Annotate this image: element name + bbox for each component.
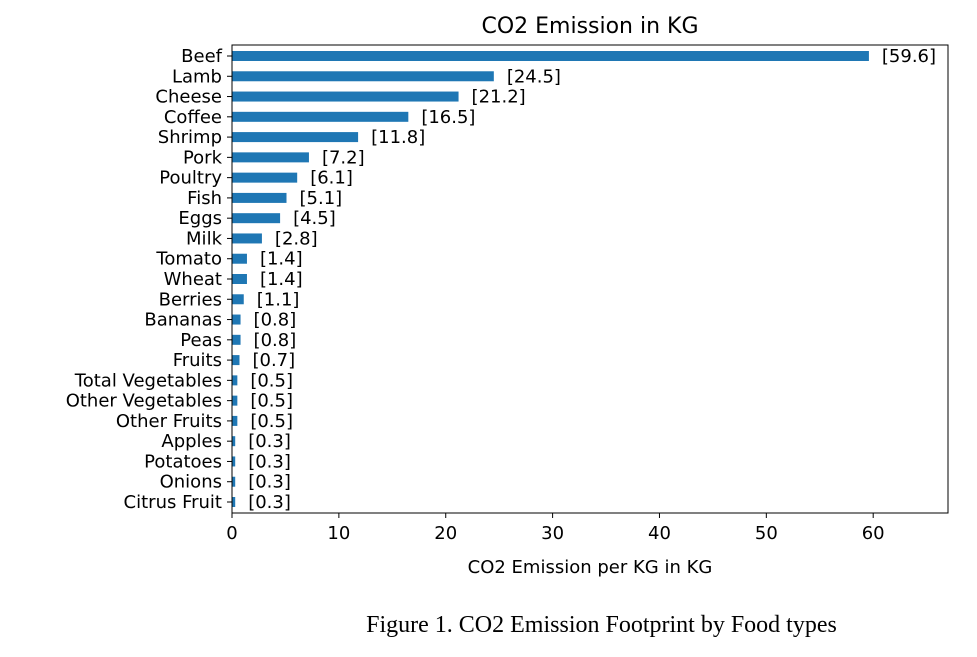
bar-tomato <box>232 253 247 264</box>
category-label-apples: Apples <box>161 431 222 452</box>
x-tick-label: 60 <box>862 523 885 544</box>
category-label-wheat: Wheat <box>164 269 222 290</box>
bar-fish <box>232 192 287 203</box>
bar-milk <box>232 233 262 244</box>
chart-title: CO2 Emission in KG <box>481 14 698 39</box>
category-label-tomato: Tomato <box>155 249 222 270</box>
bar-other-fruits <box>232 415 238 426</box>
category-label-cheese: Cheese <box>155 87 222 108</box>
bar-potatoes <box>232 456 236 467</box>
category-label-fruits: Fruits <box>173 350 222 371</box>
data-label-other-fruits: [0.5] <box>250 411 293 432</box>
category-label-peas: Peas <box>180 330 222 351</box>
category-label-coffee: Coffee <box>164 107 222 128</box>
bar-poultry <box>232 172 298 183</box>
data-label-tomato: [1.4] <box>260 249 303 270</box>
category-label-shrimp: Shrimp <box>158 127 222 148</box>
bar-shrimp <box>232 132 359 143</box>
category-label-other-vegetables: Other Vegetables <box>66 391 222 412</box>
category-label-total-vegetables: Total Vegetables <box>74 370 222 391</box>
category-label-other-fruits: Other Fruits <box>116 411 222 432</box>
bar-chart: CO2 Emission in KG BeefLambCheeseCoffeeS… <box>66 14 949 578</box>
bar-bananas <box>232 314 241 325</box>
bar-total-vegetables <box>232 375 238 386</box>
category-label-fish: Fish <box>187 188 222 209</box>
bar-onions <box>232 476 236 487</box>
x-ticks-group: 0 10 20 30 40 50 60 <box>226 513 885 544</box>
data-label-apples: [0.3] <box>248 431 291 452</box>
bar-peas <box>232 334 241 345</box>
data-label-onions: [0.3] <box>248 472 291 493</box>
data-label-potatoes: [0.3] <box>248 451 291 472</box>
x-tick-label: 30 <box>541 523 564 544</box>
data-label-pork: [7.2] <box>322 147 365 168</box>
data-label-fruits: [0.7] <box>252 350 295 371</box>
x-tick-label: 10 <box>327 523 350 544</box>
category-label-onions: Onions <box>160 472 222 493</box>
category-label-beef: Beef <box>181 46 222 67</box>
bar-berries <box>232 294 244 305</box>
category-label-potatoes: Potatoes <box>144 451 222 472</box>
category-label-milk: Milk <box>186 228 223 249</box>
x-axis-label: CO2 Emission per KG in KG <box>468 557 713 578</box>
category-label-lamb: Lamb <box>172 66 222 87</box>
data-label-cheese: [21.2] <box>472 87 526 108</box>
x-tick-label: 20 <box>434 523 457 544</box>
data-label-other-vegetables: [0.5] <box>250 391 293 412</box>
bar-other-vegetables <box>232 395 238 406</box>
plot-frame <box>231 44 949 514</box>
data-label-bananas: [0.8] <box>254 310 297 331</box>
data-label-peas: [0.8] <box>254 330 297 351</box>
data-label-coffee: [16.5] <box>421 107 475 128</box>
data-label-wheat: [1.4] <box>260 269 303 290</box>
category-label-pork: Pork <box>183 147 223 168</box>
category-label-berries: Berries <box>159 289 222 310</box>
figure-caption: Figure 1. CO2 Emission Footprint by Food… <box>366 612 837 638</box>
bar-fruits <box>232 355 240 366</box>
category-label-eggs: Eggs <box>178 208 222 229</box>
bar-cheese <box>232 91 459 102</box>
data-label-milk: [2.8] <box>275 228 318 249</box>
bar-beef <box>232 51 869 61</box>
data-labels-group: [59.6] [24.5][21.2][16.5][11.8] [7.2][6.1]… <box>248 46 936 513</box>
data-label-total-vegetables: [0.5] <box>250 370 293 391</box>
data-label-eggs: [4.5] <box>293 208 336 229</box>
data-label-shrimp: [11.8] <box>371 127 425 148</box>
bar-wheat <box>232 274 247 284</box>
x-tick-label: 50 <box>755 523 778 544</box>
data-label-poultry: [6.1] <box>310 168 353 189</box>
category-label-citrus-fruit: Citrus Fruit <box>124 492 222 513</box>
category-label-bananas: Bananas <box>144 310 222 331</box>
x-tick-label: 40 <box>648 523 671 544</box>
category-labels-group: BeefLambCheeseCoffeeShrimpPorkPoultryFis… <box>66 46 232 513</box>
bar-coffee <box>232 111 409 122</box>
data-label-citrus-fruit: [0.3] <box>248 492 291 513</box>
category-label-poultry: Poultry <box>159 168 222 189</box>
bars-group <box>232 51 869 507</box>
bar-apples <box>232 436 236 447</box>
x-tick-label: 0 <box>226 523 237 544</box>
bar-lamb <box>232 71 494 82</box>
data-label-lamb: [24.5] <box>507 66 561 87</box>
bar-eggs <box>232 213 281 224</box>
data-label-berries: [1.1] <box>257 289 300 310</box>
bar-pork <box>232 152 309 163</box>
data-label-beef: [59.6] <box>882 46 936 67</box>
data-label-fish: [5.1] <box>300 188 343 209</box>
bar-citrus-fruit <box>232 497 236 507</box>
